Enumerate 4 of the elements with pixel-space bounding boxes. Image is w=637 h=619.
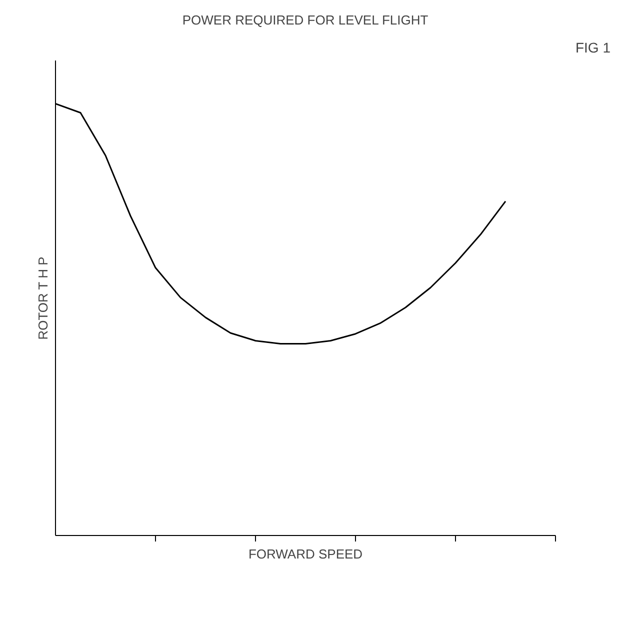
y-axis-title: ROTOR T H P — [36, 256, 50, 340]
x-axis-title: FORWARD SPEED — [248, 546, 363, 562]
caption: FIG 1 — [575, 40, 611, 56]
chart-title: POWER REQUIRED FOR LEVEL FLIGHT — [182, 12, 428, 28]
